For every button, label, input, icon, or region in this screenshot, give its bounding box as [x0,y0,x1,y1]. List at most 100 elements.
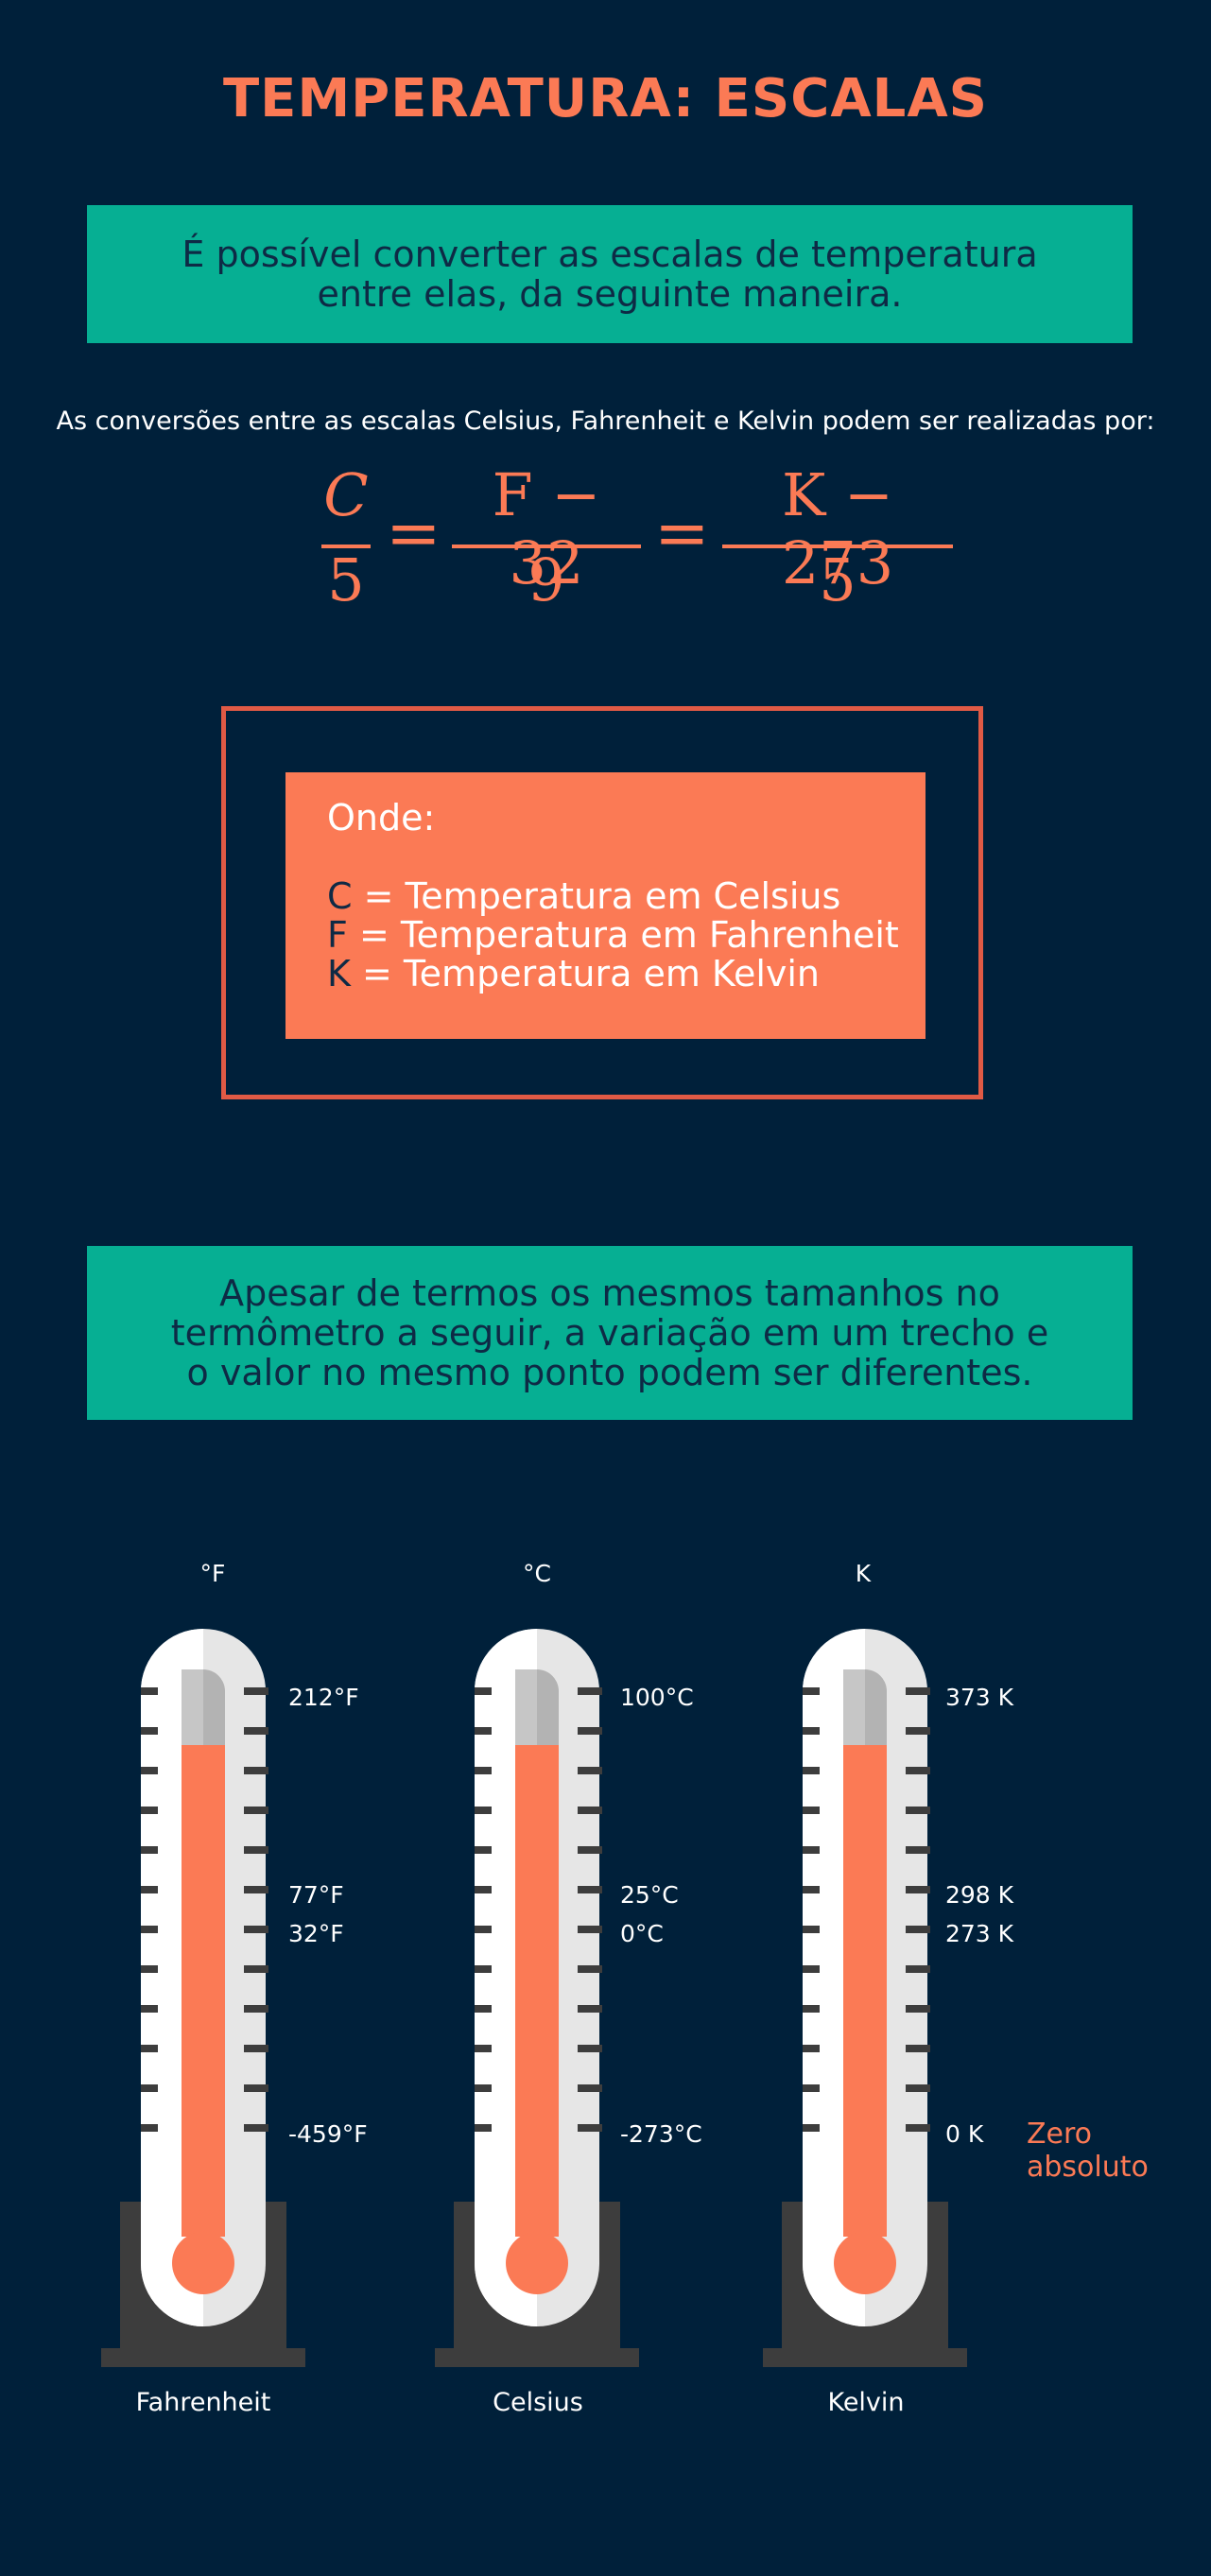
fraction-denominator: 5 [819,545,856,614]
thermometer-tick [141,1807,158,1814]
thermometer-tick [244,1687,268,1695]
thermometer-tick [578,2084,602,2092]
thermometer-tick [803,1965,820,1973]
thermometer-tick [906,1886,930,1893]
unit-label-celsius: °C [523,1560,551,1587]
thermometer-tick [141,2084,158,2092]
thermometer-tick [475,1807,492,1814]
banner-line: entre elas, da seguinte maneira. [317,273,903,315]
thermometer-tick [141,1886,158,1893]
tick-label: 25°C [620,1881,679,1909]
thermometer-tick [906,1727,930,1735]
thermometer-tick [475,2084,492,2092]
fraction-bar [321,545,371,548]
thermometer-tick [578,1727,602,1735]
absolute-zero-line: Zero [1027,2118,1093,2151]
legend-frame [221,706,983,1099]
thermometer-bulb [506,2232,568,2294]
thermometer-tick [906,2005,930,2013]
thermometer-tick [244,1727,268,1735]
thermometer-tick [475,1886,492,1893]
intro-text: As conversões entre as escalas Celsius, … [56,406,1155,436]
thermometer-fahrenheit [101,1629,305,2367]
thermometer-tick [578,1687,602,1695]
thermometer-tick [578,2005,602,2013]
legend-symbol: K [327,953,351,994]
tick-label: 373 K [945,1684,1014,1711]
banner-line: termômetro a seguir, a variação em um tr… [170,1312,1049,1354]
legend-box: Onde: C = Temperatura em Celsius F = Tem… [285,772,926,1039]
thermometer-tick [475,1767,492,1774]
absolute-zero-note: Zero absoluto [1027,2118,1149,2184]
thermometer-tick [244,2084,268,2092]
thermometer-tick [578,2045,602,2052]
tick-label: 298 K [945,1881,1014,1909]
legend-text: = Temperatura em Celsius [352,875,841,917]
thermometer-tick [578,1767,602,1774]
thermometer-tick [141,1965,158,1973]
thermometer-foot [435,2348,639,2367]
thermometer-tick [578,1965,602,1973]
absolute-zero-line: absoluto [1027,2151,1149,2184]
tick-label: 0°C [620,1920,664,1947]
conversion-formula: C 5 = F − 32 9 = K − 273 5 [0,461,1211,622]
unit-label-kelvin: K [855,1560,872,1587]
tick-label: 100°C [620,1684,694,1711]
fraction-numerator: K − 273 [781,460,894,597]
thermometer-tick [906,1846,930,1854]
legend-text: = Temperatura em Fahrenheit [347,914,899,956]
equals-sign: = [386,494,441,572]
banner-line: o valor no mesmo ponto podem ser diferen… [186,1352,1033,1393]
scale-name-celsius: Celsius [493,2388,583,2417]
tick-label: 0 K [945,2120,984,2148]
page-title: TEMPERATURA: ESCALAS [222,68,989,130]
thermometer-tick [475,2124,492,2132]
conversion-banner: É possível converter as escalas de tempe… [87,205,1133,343]
thermometer-tick [906,1687,930,1695]
tick-label: -459°F [288,2120,368,2148]
thermometer-tick [578,1807,602,1814]
tick-label: 212°F [288,1684,359,1711]
scale-name-fahrenheit: Fahrenheit [135,2388,271,2417]
thermometer-tick [578,1886,602,1893]
thermometer-foot [763,2348,967,2367]
thermometer-tick [906,1767,930,1774]
thermometer-tick [141,1926,158,1933]
thermometer-kelvin [763,1629,967,2367]
thermometer-tube-highlight [515,1669,537,1745]
tick-label: 273 K [945,1920,1014,1947]
thermometer-tick [906,2124,930,2132]
thermometer-tick [803,2005,820,2013]
legend-symbol: F [327,914,348,956]
thermometer-tick [803,2045,820,2052]
legend-symbol: C [327,875,353,917]
tick-label: 32°F [288,1920,344,1947]
thermometer-tick [141,1846,158,1854]
thermometer-tick [803,1767,820,1774]
thermometer-tick [244,1807,268,1814]
tick-label: 77°F [288,1881,344,1909]
fraction-numerator: F − 32 [492,460,601,597]
equals-sign: = [654,494,710,572]
thermometer-tick [475,2005,492,2013]
thermometer-foot [101,2348,305,2367]
thermometer-tick [244,1965,268,1973]
thermometer-tick [578,1846,602,1854]
thermometer-tick [141,2005,158,2013]
thermometer-tick [244,1886,268,1893]
thermometer-tick [244,2045,268,2052]
thermometer-tick [475,1687,492,1695]
thermometer-tick [803,1886,820,1893]
thermometer-tick [141,2045,158,2052]
thermometer-tick [141,1767,158,1774]
thermometer-tick [906,2084,930,2092]
thermometer-tick [475,1727,492,1735]
thermometer-tick [803,1807,820,1814]
thermometer-tick [906,1965,930,1973]
thermometer-tick [906,1926,930,1933]
thermometer-tick [906,1807,930,1814]
fraction-denominator: 9 [528,545,565,614]
fraction-denominator: 5 [327,545,365,614]
thermometer-mercury [515,1745,559,2237]
